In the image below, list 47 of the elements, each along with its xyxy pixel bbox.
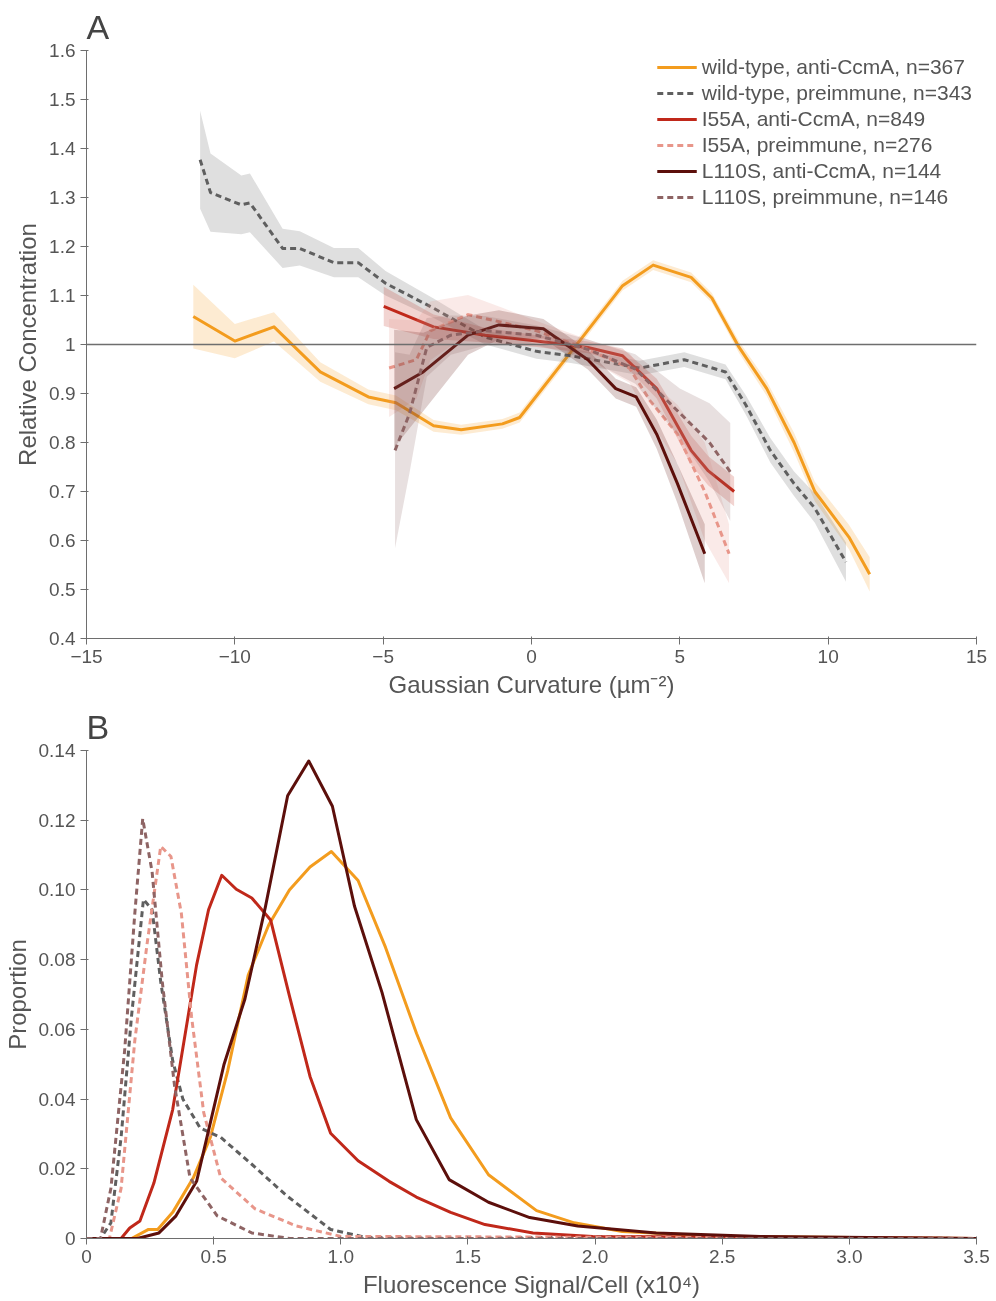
y-axis-title: Relative Concentration (14, 223, 42, 466)
y-tick-label: 0.7 (49, 481, 76, 502)
y-tick-label: 1 (64, 334, 76, 355)
x-tick-label: 3.0 (836, 1245, 863, 1267)
x-tick-label: 0.5 (200, 1245, 227, 1267)
y-tick-label: 0.08 (38, 949, 76, 971)
legend-label: wild-type, preimmune, n=343 (701, 80, 972, 106)
y-tick-label: 0.6 (49, 530, 76, 551)
legend-label: L110S, preimmune, n=146 (701, 184, 949, 210)
y-tick-label: 1.1 (49, 285, 76, 306)
y-tick-label: 1.5 (49, 89, 76, 110)
y-tick-label: 0.8 (49, 432, 76, 453)
y-tick-label: 0.12 (38, 809, 76, 831)
y-tick-label: 0.14 (38, 740, 76, 761)
y-tick-label: 1.4 (49, 138, 76, 159)
x-tick-label: 5 (674, 645, 686, 667)
y-tick-label: 0 (64, 1228, 76, 1249)
x-tick-label: 3.5 (963, 1245, 990, 1267)
y-tick-label: 0.10 (38, 879, 76, 901)
y-tick-label: 1.2 (49, 236, 76, 257)
x-axis-title: Gaussian Curvature (µm⁻²) (388, 670, 675, 698)
y-tick-label: 0.02 (38, 1158, 76, 1180)
x-tick-label: −10 (218, 645, 251, 667)
x-tick-label: 2.0 (581, 1245, 609, 1267)
y-tick-label: 1.3 (49, 187, 76, 208)
legend-label: I55A, anti-CcmA, n=849 (701, 106, 926, 132)
line-series (393, 329, 732, 474)
x-tick-label: 10 (817, 645, 839, 667)
y-tick-label: 0.06 (38, 1018, 76, 1040)
legend-label: wild-type, anti-CcmA, n=367 (701, 54, 965, 80)
x-axis-title: Fluorescence Signal/Cell (x10⁴) (362, 1270, 701, 1298)
chart-title: B (86, 707, 110, 746)
x-tick-label: 1.5 (454, 1245, 482, 1267)
x-tick-label: 15 (965, 645, 988, 667)
legend-label: I55A, preimmune, n=276 (701, 132, 933, 158)
y-tick-label: 1.6 (49, 40, 76, 61)
x-tick-label: 1.0 (327, 1245, 354, 1267)
x-tick-label: 0 (526, 645, 537, 667)
x-tick-label: 0 (81, 1245, 92, 1267)
y-tick-label: 0.04 (38, 1088, 76, 1110)
chart-title: A (86, 7, 110, 46)
x-tick-label: 2.5 (709, 1245, 736, 1267)
y-tick-label: 0.5 (49, 579, 76, 600)
y-axis-title: Proportion (3, 939, 31, 1050)
legend-label: L110S, anti-CcmA, n=144 (701, 158, 942, 184)
y-tick-label: 0.9 (49, 383, 76, 404)
x-tick-label: −5 (372, 645, 395, 667)
